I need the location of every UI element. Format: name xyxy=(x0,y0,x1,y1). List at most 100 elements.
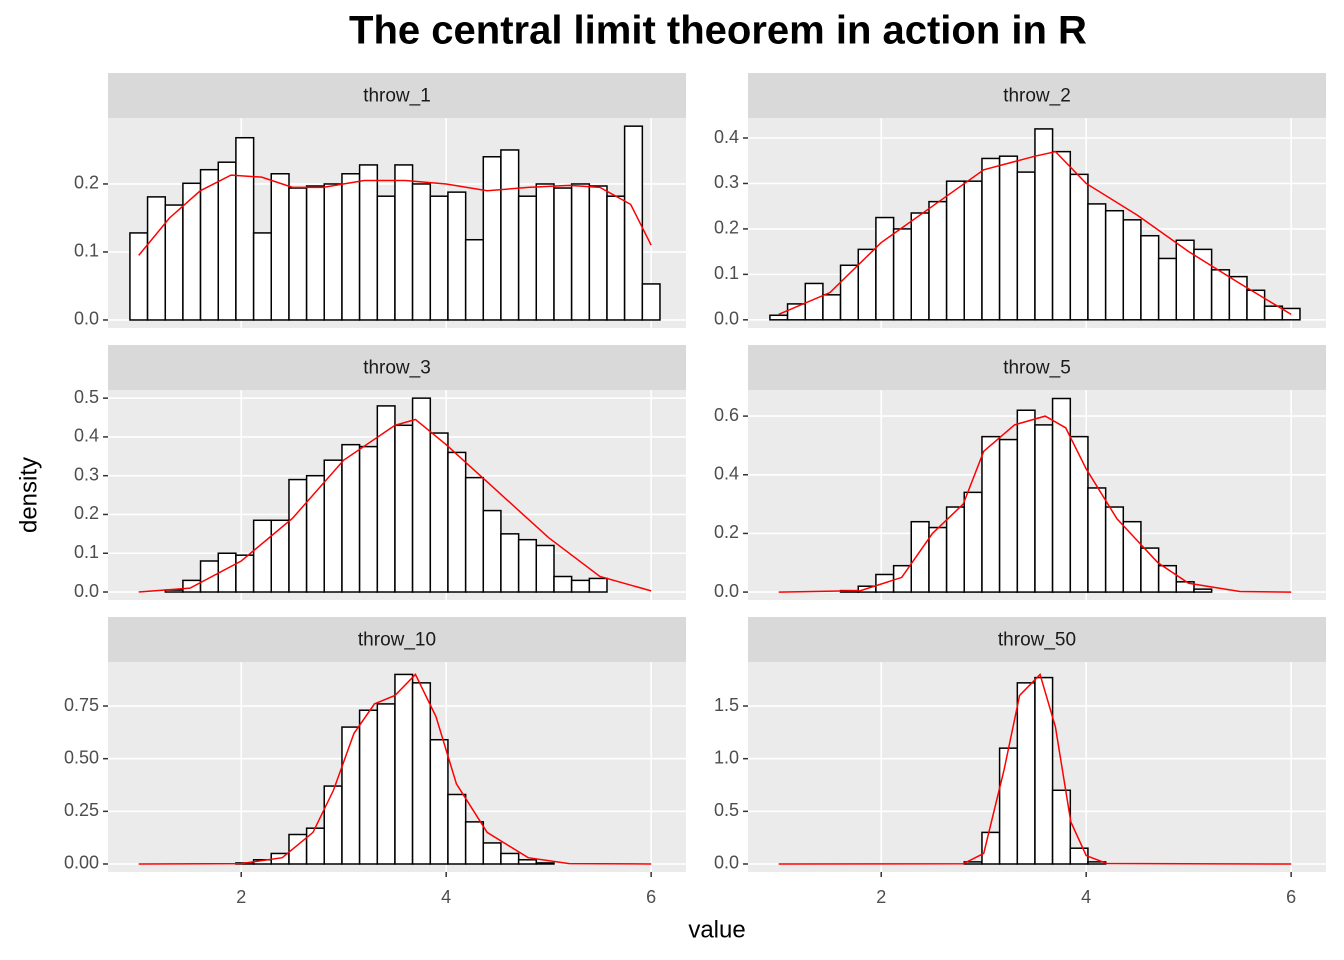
histogram-bar xyxy=(1051,150,1072,321)
y-tick-label: 0.6 xyxy=(714,405,739,425)
density-line xyxy=(138,174,652,256)
histogram-bar xyxy=(482,509,502,593)
histogram-bar xyxy=(535,862,555,865)
histogram-bar xyxy=(1016,171,1036,321)
y-tick-label: 0.0 xyxy=(714,853,739,873)
y-tick-label: 0.2 xyxy=(714,218,739,238)
histogram-bar xyxy=(341,173,361,321)
y-tick-label: 0.50 xyxy=(64,747,99,767)
histogram-bar xyxy=(252,232,273,321)
histogram-bar xyxy=(535,183,555,321)
y-tick-label: 0.0 xyxy=(74,309,99,329)
y-tick-label: 0.25 xyxy=(64,800,99,820)
strip-label: throw_2 xyxy=(1003,86,1071,107)
histogram-bar xyxy=(1193,588,1213,593)
histogram-bar xyxy=(945,180,965,321)
histogram-bar xyxy=(588,577,608,593)
y-tick-label: 0.1 xyxy=(74,241,99,261)
density-line xyxy=(778,672,1292,865)
histogram-bar xyxy=(376,703,396,865)
y-tick-label: 0.2 xyxy=(74,173,99,193)
histogram-bar xyxy=(1069,173,1089,321)
histogram-bar xyxy=(963,180,983,321)
histogram-bar xyxy=(358,445,379,593)
histogram-bar xyxy=(1122,219,1142,321)
histogram-bar xyxy=(1104,209,1125,321)
histogram-bar xyxy=(411,682,432,865)
histogram-bar xyxy=(447,793,467,865)
histogram-bar xyxy=(1246,289,1266,321)
histogram-bar xyxy=(641,283,661,321)
histogram-bar xyxy=(945,506,965,593)
histogram-bar xyxy=(1034,676,1054,865)
histogram-bar xyxy=(928,200,948,321)
y-tick-label: 1.5 xyxy=(714,695,739,715)
y-tick-label: 0.0 xyxy=(74,581,99,601)
histogram-bar xyxy=(963,491,983,593)
histogram-bar xyxy=(464,476,485,593)
histogram-bar xyxy=(981,435,1001,593)
x-tick-label: 2 xyxy=(236,887,246,907)
histogram-bar xyxy=(910,520,930,593)
histogram-bar xyxy=(235,136,255,321)
y-axis-label: density xyxy=(15,457,42,533)
x-tick-label: 2 xyxy=(876,887,886,907)
histogram-bar xyxy=(553,187,573,321)
strip-background xyxy=(748,617,1326,662)
histogram-bar xyxy=(376,195,396,321)
strip-background xyxy=(108,617,686,662)
strip-background xyxy=(108,73,686,118)
histogram-bar xyxy=(411,183,432,321)
histogram-bar xyxy=(164,204,184,321)
y-tick-label: 0.5 xyxy=(714,800,739,820)
x-tick-label: 6 xyxy=(646,887,656,907)
histogram-bar xyxy=(129,232,149,321)
y-tick-label: 0.2 xyxy=(74,503,99,523)
histogram-bar xyxy=(998,438,1019,593)
histogram-bar xyxy=(1087,487,1107,593)
histogram-bar xyxy=(1016,409,1036,593)
histogram-bar xyxy=(341,443,361,593)
strip-label: throw_50 xyxy=(998,630,1076,651)
y-tick-label: 0.0 xyxy=(714,309,739,329)
histogram-bar xyxy=(1157,257,1178,321)
histogram-bar xyxy=(998,155,1019,321)
y-tick-label: 0.1 xyxy=(714,263,739,283)
histogram-bar xyxy=(857,248,877,321)
histogram-bar xyxy=(411,397,432,593)
histogram-bar xyxy=(998,747,1019,865)
strip-background xyxy=(748,345,1326,390)
histogram-bar xyxy=(429,738,449,865)
strip-background xyxy=(748,73,1326,118)
histogram-bar xyxy=(464,238,485,321)
y-tick-label: 0.1 xyxy=(74,542,99,562)
histogram-bar xyxy=(517,538,538,593)
histogram-bar xyxy=(217,552,237,593)
histogram-bar xyxy=(517,859,538,865)
histogram-bar xyxy=(500,852,520,865)
histogram-bar xyxy=(464,821,485,865)
histogram-bar xyxy=(199,560,220,593)
density-line xyxy=(778,150,1292,316)
density-line xyxy=(138,418,652,593)
y-tick-label: 0.0 xyxy=(714,581,739,601)
histogram-bar xyxy=(270,173,290,321)
x-tick-label: 4 xyxy=(441,887,451,907)
y-tick-label: 0.4 xyxy=(714,127,739,147)
histogram-bar xyxy=(1016,682,1036,865)
histogram-bar xyxy=(570,579,591,593)
histogram-bar xyxy=(429,432,449,593)
histogram-bar xyxy=(623,125,644,321)
histogram-bar xyxy=(588,185,608,321)
histogram-bar xyxy=(235,554,255,593)
y-tick-label: 0.3 xyxy=(714,172,739,192)
histogram-bar xyxy=(482,842,502,865)
strip-label: throw_1 xyxy=(363,86,431,107)
y-tick-label: 0.00 xyxy=(64,853,99,873)
histogram-bar xyxy=(1210,269,1231,321)
strip-label: throw_5 xyxy=(1003,358,1071,379)
histogram-bar xyxy=(341,726,361,865)
histogram-bar xyxy=(981,157,1001,321)
y-tick-label: 1.0 xyxy=(714,747,739,767)
y-tick-label: 0.3 xyxy=(74,464,99,484)
